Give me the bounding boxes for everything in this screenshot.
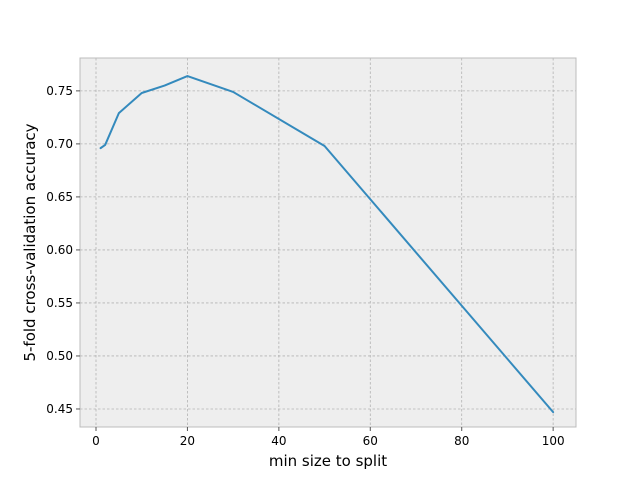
grid-lines bbox=[80, 58, 576, 427]
x-tick-label: 0 bbox=[92, 434, 100, 448]
y-tick-label: 0.55 bbox=[46, 296, 73, 310]
y-tick-label: 0.45 bbox=[46, 402, 73, 416]
y-tick-label: 0.70 bbox=[46, 137, 73, 151]
x-axis-label: min size to split bbox=[269, 452, 387, 470]
series-group bbox=[99, 75, 555, 414]
y-axis-ticks: 0.45 0.50 0.55 0.60 0.65 0.70 0.75 bbox=[46, 84, 80, 416]
x-tick-label: 100 bbox=[542, 434, 565, 448]
x-tick-label: 80 bbox=[454, 434, 469, 448]
y-tick-label: 0.75 bbox=[46, 84, 73, 98]
x-tick-label: 20 bbox=[180, 434, 195, 448]
plot-background bbox=[80, 58, 576, 427]
y-tick-label: 0.50 bbox=[46, 349, 73, 363]
plot-frame bbox=[79, 57, 577, 428]
accuracy-line bbox=[99, 75, 555, 414]
y-axis-label: 5-fold cross-validation accuracy bbox=[21, 123, 39, 361]
x-tick-label: 60 bbox=[363, 434, 378, 448]
y-tick-label: 0.60 bbox=[46, 243, 73, 257]
x-tick-label: 40 bbox=[271, 434, 286, 448]
y-tick-label: 0.65 bbox=[46, 190, 73, 204]
x-axis-ticks: 0 20 40 60 80 100 bbox=[92, 427, 565, 448]
